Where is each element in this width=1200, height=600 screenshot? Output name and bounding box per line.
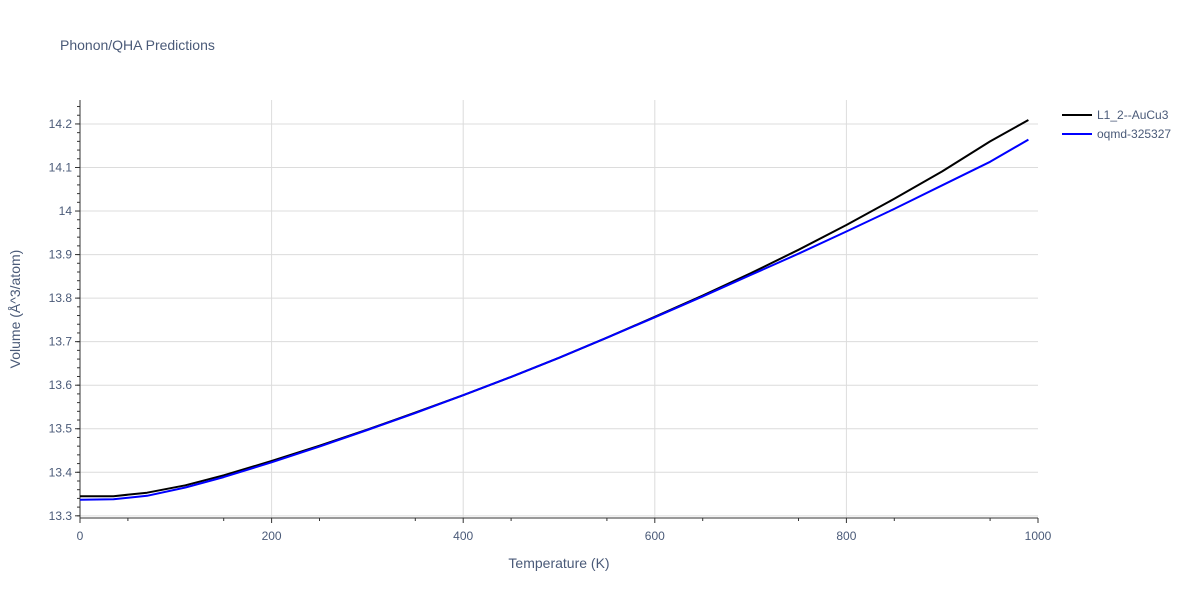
y-tick-label: 13.9 <box>49 248 73 262</box>
x-axis-label: Temperature (K) <box>508 555 609 571</box>
legend: L1_2--AuCu3 oqmd-325327 <box>1062 108 1171 141</box>
chart-title: Phonon/QHA Predictions <box>60 37 215 53</box>
y-tick-label: 14.2 <box>49 117 73 131</box>
y-tick-label: 14.1 <box>49 160 73 174</box>
x-tick-label: 400 <box>453 529 473 543</box>
y-axis-label: Volume (Å^3/atom) <box>7 250 23 369</box>
y-tick-label: 13.5 <box>49 422 73 436</box>
x-tick-label: 1000 <box>1025 529 1052 543</box>
series-line-2 <box>79 138 1029 501</box>
legend-label: L1_2--AuCu3 <box>1097 108 1169 122</box>
y-tick-label: 13.4 <box>49 465 73 479</box>
series-lines <box>79 119 1029 501</box>
x-tick-labels: 0 200 400 600 800 1000 <box>77 529 1052 543</box>
x-tick-label: 0 <box>77 529 84 543</box>
legend-label: oqmd-325327 <box>1097 127 1171 141</box>
y-tick-label: 13.3 <box>49 509 73 523</box>
y-tick-label: 13.6 <box>49 378 73 392</box>
x-tick-label: 800 <box>836 529 856 543</box>
x-tick-label: 200 <box>262 529 282 543</box>
y-tick-labels: 13.3 13.4 13.5 13.6 13.7 13.8 13.9 14 14.1 14.2 <box>49 117 73 523</box>
y-tick-label: 14 <box>59 204 73 218</box>
x-tick-label: 600 <box>645 529 665 543</box>
axes <box>75 100 1039 523</box>
y-tick-label: 13.8 <box>49 291 73 305</box>
y-tick-label: 13.7 <box>49 335 73 349</box>
series-line-1 <box>80 119 1029 498</box>
grid <box>80 100 1038 518</box>
